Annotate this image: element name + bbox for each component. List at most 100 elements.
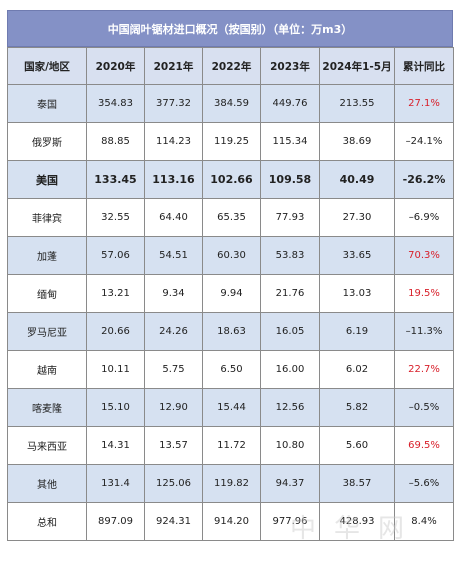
import-table-card: 中国阔叶锯材进口概况（按国别）（单位：万m3） 国家/地区 2020年 2021…	[7, 10, 454, 541]
value-cell: 102.66	[202, 160, 261, 199]
value-cell: 354.83	[86, 84, 145, 123]
country-cell: 总和	[7, 502, 87, 541]
value-cell: 64.40	[144, 198, 203, 237]
import-table: 国家/地区 2020年 2021年 2022年 2023年 2024年1-5月 …	[7, 47, 454, 541]
value-cell: 131.4	[86, 464, 145, 503]
country-cell: 其他	[7, 464, 87, 503]
value-cell: 57.06	[86, 236, 145, 275]
value-cell: 54.51	[144, 236, 203, 275]
table-row: 马来西亚 14.31 13.57 11.72 10.80 5.60 69.5%	[7, 426, 454, 465]
value-cell: 897.09	[86, 502, 145, 541]
table-title: 中国阔叶锯材进口概况（按国别）（单位：万m3）	[7, 10, 453, 47]
country-cell: 越南	[7, 350, 87, 389]
country-cell: 俄罗斯	[7, 122, 87, 161]
value-cell: 88.85	[86, 122, 145, 161]
yoy-cell: 22.7%	[394, 350, 454, 389]
value-cell: 5.75	[144, 350, 203, 389]
country-cell: 马来西亚	[7, 426, 87, 465]
value-cell: 12.56	[260, 388, 320, 427]
header-yoy: 累计同比	[394, 47, 454, 85]
country-cell: 缅甸	[7, 274, 87, 313]
yoy-cell: –0.5%	[394, 388, 454, 427]
value-cell: 9.94	[202, 274, 261, 313]
value-cell: 5.82	[319, 388, 395, 427]
header-2022: 2022年	[202, 47, 261, 85]
table-row: 其他 131.4 125.06 119.82 94.37 38.57 –5.6%	[7, 464, 454, 503]
value-cell: 113.16	[144, 160, 203, 199]
value-cell: 10.11	[86, 350, 145, 389]
yoy-cell: -26.2%	[394, 160, 454, 199]
value-cell: 213.55	[319, 84, 395, 123]
value-cell: 11.72	[202, 426, 261, 465]
table-row: 罗马尼亚 20.66 24.26 18.63 16.05 6.19 –11.3%	[7, 312, 454, 351]
header-2023: 2023年	[260, 47, 320, 85]
yoy-cell: 70.3%	[394, 236, 454, 275]
value-cell: 24.26	[144, 312, 203, 351]
value-cell: 60.30	[202, 236, 261, 275]
header-2020: 2020年	[86, 47, 145, 85]
yoy-cell: 69.5%	[394, 426, 454, 465]
value-cell: 32.55	[86, 198, 145, 237]
value-cell: 20.66	[86, 312, 145, 351]
value-cell: 9.34	[144, 274, 203, 313]
value-cell: 14.31	[86, 426, 145, 465]
country-cell: 菲律宾	[7, 198, 87, 237]
table-row: 美国 133.45 113.16 102.66 109.58 40.49 -26.2%	[7, 160, 454, 199]
value-cell: 377.32	[144, 84, 203, 123]
table-row: 缅甸 13.21 9.34 9.94 21.76 13.03 19.5%	[7, 274, 454, 313]
value-cell: 449.76	[260, 84, 320, 123]
value-cell: 133.45	[86, 160, 145, 199]
value-cell: 38.69	[319, 122, 395, 161]
value-cell: 21.76	[260, 274, 320, 313]
value-cell: 16.05	[260, 312, 320, 351]
table-row: 越南 10.11 5.75 6.50 16.00 6.02 22.7%	[7, 350, 454, 389]
yoy-cell: 8.4%	[394, 502, 454, 541]
value-cell: 6.50	[202, 350, 261, 389]
yoy-cell: 27.1%	[394, 84, 454, 123]
value-cell: 10.80	[260, 426, 320, 465]
value-cell: 428.93	[319, 502, 395, 541]
country-cell: 泰国	[7, 84, 87, 123]
value-cell: 119.82	[202, 464, 261, 503]
table-row: 加蓬 57.06 54.51 60.30 53.83 33.65 70.3%	[7, 236, 454, 275]
value-cell: 38.57	[319, 464, 395, 503]
table-row: 总和 897.09 924.31 914.20 977.96 428.93 8.4%	[7, 502, 454, 541]
value-cell: 6.02	[319, 350, 395, 389]
value-cell: 6.19	[319, 312, 395, 351]
value-cell: 18.63	[202, 312, 261, 351]
value-cell: 27.30	[319, 198, 395, 237]
table-row: 俄罗斯 88.85 114.23 119.25 115.34 38.69 –24.1%	[7, 122, 454, 161]
header-country: 国家/地区	[7, 47, 87, 85]
value-cell: 13.21	[86, 274, 145, 313]
value-cell: 914.20	[202, 502, 261, 541]
yoy-cell: –24.1%	[394, 122, 454, 161]
value-cell: 13.03	[319, 274, 395, 313]
yoy-cell: 19.5%	[394, 274, 454, 313]
value-cell: 5.60	[319, 426, 395, 465]
value-cell: 15.44	[202, 388, 261, 427]
yoy-cell: –11.3%	[394, 312, 454, 351]
table-row: 菲律宾 32.55 64.40 65.35 77.93 27.30 –6.9%	[7, 198, 454, 237]
value-cell: 924.31	[144, 502, 203, 541]
yoy-cell: –6.9%	[394, 198, 454, 237]
header-row: 国家/地区 2020年 2021年 2022年 2023年 2024年1-5月 …	[7, 47, 454, 85]
value-cell: 65.35	[202, 198, 261, 237]
value-cell: 15.10	[86, 388, 145, 427]
value-cell: 114.23	[144, 122, 203, 161]
value-cell: 33.65	[319, 236, 395, 275]
value-cell: 53.83	[260, 236, 320, 275]
country-cell: 喀麦隆	[7, 388, 87, 427]
header-2021: 2021年	[144, 47, 203, 85]
value-cell: 115.34	[260, 122, 320, 161]
country-cell: 罗马尼亚	[7, 312, 87, 351]
table-row: 泰国 354.83 377.32 384.59 449.76 213.55 27.1%	[7, 84, 454, 123]
value-cell: 40.49	[319, 160, 395, 199]
value-cell: 77.93	[260, 198, 320, 237]
country-cell: 美国	[7, 160, 87, 199]
country-cell: 加蓬	[7, 236, 87, 275]
value-cell: 12.90	[144, 388, 203, 427]
value-cell: 119.25	[202, 122, 261, 161]
yoy-cell: –5.6%	[394, 464, 454, 503]
value-cell: 109.58	[260, 160, 320, 199]
value-cell: 16.00	[260, 350, 320, 389]
